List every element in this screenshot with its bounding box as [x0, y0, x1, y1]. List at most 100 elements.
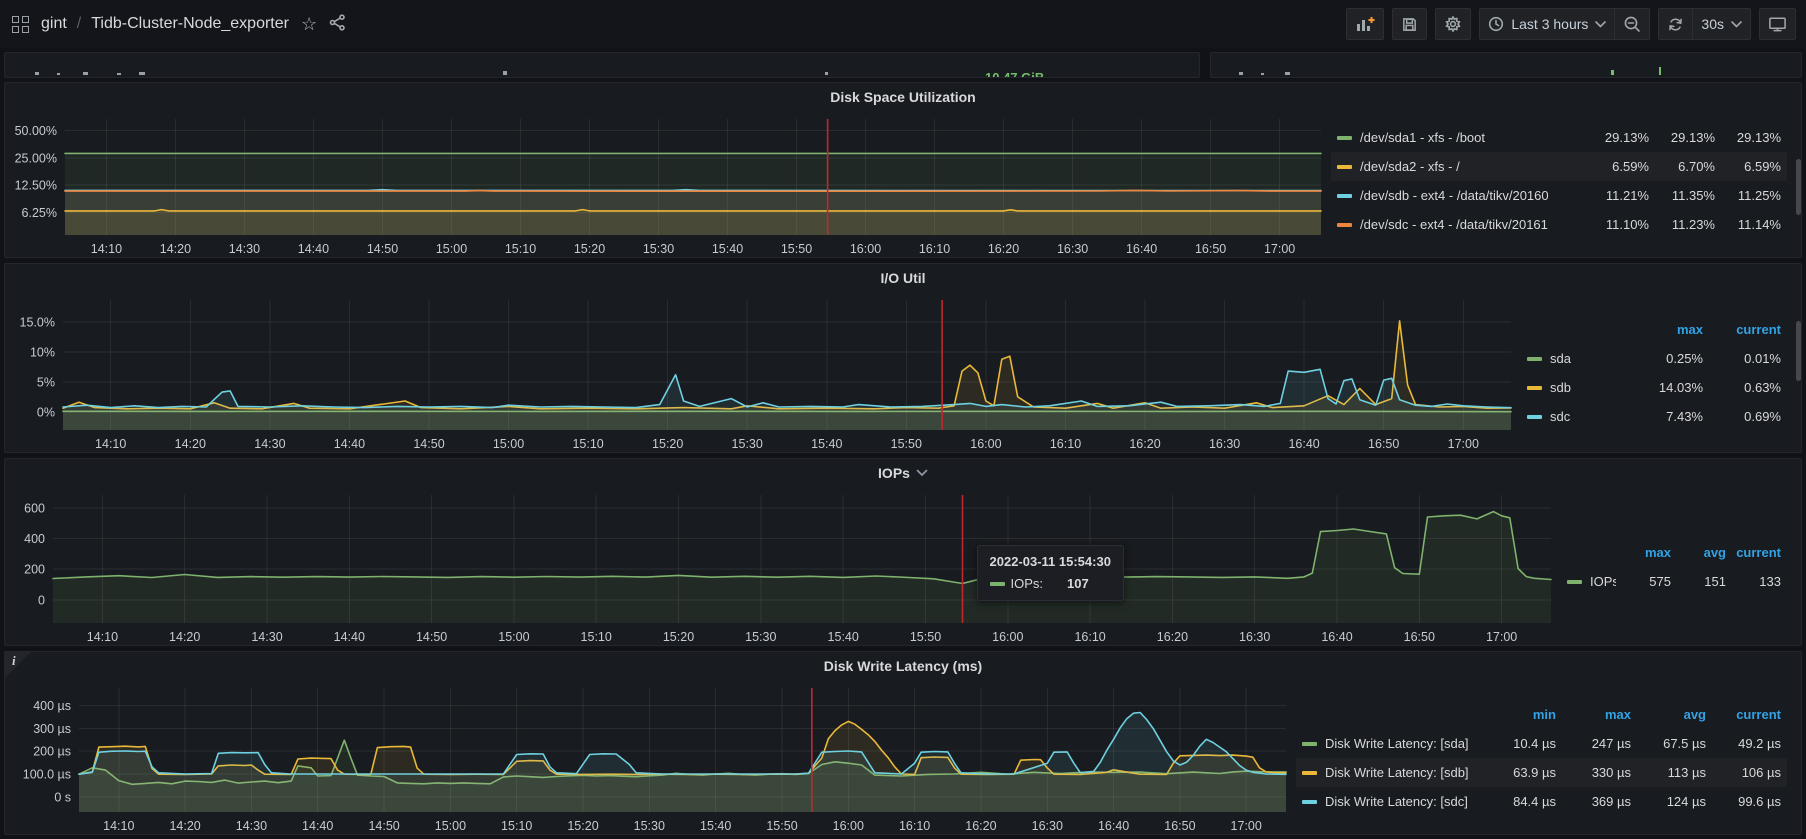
svg-text:15:20: 15:20 [663, 630, 694, 644]
io-util-chart[interactable]: 15.0%10%5%0%14:1014:2014:3014:4014:5015:… [5, 292, 1521, 454]
svg-text:15:00: 15:00 [436, 242, 467, 256]
legend-column-header[interactable]: avg [1671, 545, 1726, 560]
svg-text:17:00: 17:00 [1231, 819, 1262, 833]
zoom-out-button[interactable] [1615, 8, 1650, 40]
legend-row[interactable]: /dev/sdc - ext4 - /data/tikv/2016111.10%… [1331, 210, 1787, 239]
legend-column-header[interactable]: max [1616, 545, 1671, 560]
svg-text:50.00%: 50.00% [15, 124, 57, 138]
tv-mode-button[interactable] [1759, 8, 1796, 40]
legend-series-swatch [1527, 386, 1542, 390]
refresh-button[interactable] [1658, 8, 1693, 40]
legend-row[interactable]: sda0.25%0.01% [1521, 344, 1787, 373]
svg-text:16:30: 16:30 [1032, 819, 1063, 833]
svg-text:16:40: 16:40 [1321, 630, 1352, 644]
legend-series-swatch [1302, 771, 1317, 775]
svg-text:14:40: 14:40 [334, 630, 365, 644]
legend-row[interactable]: Disk Write Latency: [sdb]63.9 µs330 µs11… [1296, 758, 1787, 787]
svg-text:14:30: 14:30 [254, 437, 285, 451]
legend-series-value: 106 µs [1706, 765, 1781, 780]
legend-column-header[interactable]: avg [1631, 707, 1706, 722]
time-range-button[interactable]: Last 3 hours [1479, 8, 1615, 40]
svg-text:14:40: 14:40 [298, 242, 329, 256]
chart-canvas[interactable]: 600400200014:1014:2014:3014:4014:5015:00… [5, 487, 1561, 647]
svg-text:17:00: 17:00 [1486, 630, 1517, 644]
legend-series-swatch [1337, 194, 1352, 198]
legend-column-header[interactable]: max [1556, 707, 1631, 722]
legend-series-value: 29.13% [1649, 131, 1715, 145]
panel-title-io-util[interactable]: I/O Util [5, 264, 1801, 292]
panel-title-text: IOPs [878, 465, 910, 481]
legend-row[interactable]: IOPs575151133 [1561, 567, 1787, 596]
svg-text:16:30: 16:30 [1239, 630, 1270, 644]
add-panel-button[interactable] [1346, 8, 1384, 40]
svg-text:15:50: 15:50 [910, 630, 941, 644]
svg-text:14:10: 14:10 [91, 242, 122, 256]
refresh-interval-dropdown[interactable]: 30s [1693, 8, 1751, 40]
breadcrumb: gint / Tidb-Cluster-Node_exporter [41, 15, 289, 33]
save-icon [1401, 16, 1418, 33]
panel-title-iops[interactable]: IOPs [5, 459, 1801, 487]
legend-row[interactable]: sdb14.03%0.63% [1521, 373, 1787, 402]
panel-info-corner-icon[interactable]: i [5, 652, 31, 678]
settings-button[interactable] [1435, 8, 1471, 40]
partial-panel-right[interactable] [1210, 52, 1802, 78]
save-dashboard-button[interactable] [1392, 8, 1427, 40]
svg-text:0: 0 [38, 594, 45, 608]
legend-series-name: Disk Write Latency: [sda] [1325, 736, 1469, 751]
legend-row[interactable]: /dev/sda1 - xfs - /boot29.13%29.13%29.13… [1331, 131, 1787, 152]
legend-scrollbar-thumb[interactable] [1796, 159, 1801, 215]
zoom-out-icon [1623, 15, 1641, 33]
legend-row[interactable]: Disk Write Latency: [sda]10.4 µs247 µs67… [1296, 729, 1787, 758]
svg-text:16:20: 16:20 [1129, 437, 1160, 451]
legend-series-value: 247 µs [1556, 736, 1631, 751]
legend-row[interactable]: /dev/sdb - ext4 - /data/tikv/2016011.21%… [1331, 181, 1787, 210]
star-icon[interactable]: ☆ [301, 15, 317, 33]
breadcrumb-separator: / [77, 15, 81, 33]
legend-column-header[interactable]: min [1481, 707, 1556, 722]
svg-text:14:10: 14:10 [103, 819, 134, 833]
share-icon[interactable] [329, 14, 346, 34]
io-util-legend: maxcurrent sda0.25%0.01%sdb14.03%0.63%sdc… [1521, 315, 1801, 431]
disk-space-chart[interactable]: 50.00%25.00%12.50%6.25%14:1014:2014:3014… [5, 111, 1331, 259]
partial-legend-value: 10.47 GiB [985, 70, 1044, 78]
legend-column-header[interactable]: current [1706, 707, 1781, 722]
chart-canvas[interactable]: 50.00%25.00%12.50%6.25%14:1014:2014:3014… [5, 111, 1331, 259]
svg-text:15:50: 15:50 [891, 437, 922, 451]
svg-text:400 µs: 400 µs [33, 699, 71, 713]
legend-row[interactable]: /dev/sda2 - xfs - /6.59%6.70%6.59% [1331, 152, 1787, 181]
chevron-down-icon [1731, 21, 1742, 28]
legend-series-value: 113 µs [1631, 765, 1706, 780]
legend-column-header[interactable]: current [1703, 322, 1781, 337]
legend-column-header[interactable]: max [1625, 322, 1703, 337]
breadcrumb-dashboard-title[interactable]: Tidb-Cluster-Node_exporter [91, 15, 289, 33]
svg-text:0%: 0% [37, 405, 55, 419]
svg-text:14:30: 14:30 [251, 630, 282, 644]
legend-series-value: 11.10% [1583, 217, 1649, 232]
partial-panel-left[interactable]: 10.47 GiB [4, 52, 1200, 78]
svg-text:200 µs: 200 µs [33, 745, 71, 759]
breadcrumb-folder[interactable]: gint [41, 15, 67, 33]
svg-text:15:10: 15:10 [505, 242, 536, 256]
svg-text:16:10: 16:10 [1050, 437, 1081, 451]
monitor-icon [1768, 15, 1787, 33]
panel-title-disk-space-utilization[interactable]: Disk Space Utilization [5, 83, 1801, 111]
legend-row[interactable]: Disk Write Latency: [sdc]84.4 µs369 µs12… [1296, 787, 1787, 816]
legend-series-name: /dev/sdb - ext4 - /data/tikv/20160 [1360, 188, 1549, 203]
legend-column-header[interactable]: current [1726, 545, 1781, 560]
chart-canvas[interactable]: 400 µs300 µs200 µs100.0 µs0 s14:1014:201… [5, 680, 1296, 836]
legend-series-name: /dev/sda2 - xfs - / [1360, 159, 1460, 174]
svg-text:14:50: 14:50 [416, 630, 447, 644]
chart-canvas[interactable]: 15.0%10%5%0%14:1014:2014:3014:4014:5015:… [5, 292, 1521, 454]
svg-text:16:50: 16:50 [1404, 630, 1435, 644]
svg-text:16:40: 16:40 [1288, 437, 1319, 451]
panel-menu-caret-icon[interactable] [916, 469, 928, 477]
svg-text:10%: 10% [30, 346, 55, 360]
legend-row[interactable]: sdc7.43%0.69% [1521, 402, 1787, 431]
add-panel-icon [1355, 15, 1375, 33]
svg-text:15:20: 15:20 [567, 819, 598, 833]
disk-write-latency-chart[interactable]: 400 µs300 µs200 µs100.0 µs0 s14:1014:201… [5, 680, 1296, 836]
panel-title-disk-write-latency[interactable]: Disk Write Latency (ms) [5, 652, 1801, 680]
apps-menu-icon[interactable] [12, 16, 29, 33]
iops-chart[interactable]: 600400200014:1014:2014:3014:4014:5015:00… [5, 487, 1561, 647]
legend-scrollbar-thumb[interactable] [1796, 321, 1801, 381]
